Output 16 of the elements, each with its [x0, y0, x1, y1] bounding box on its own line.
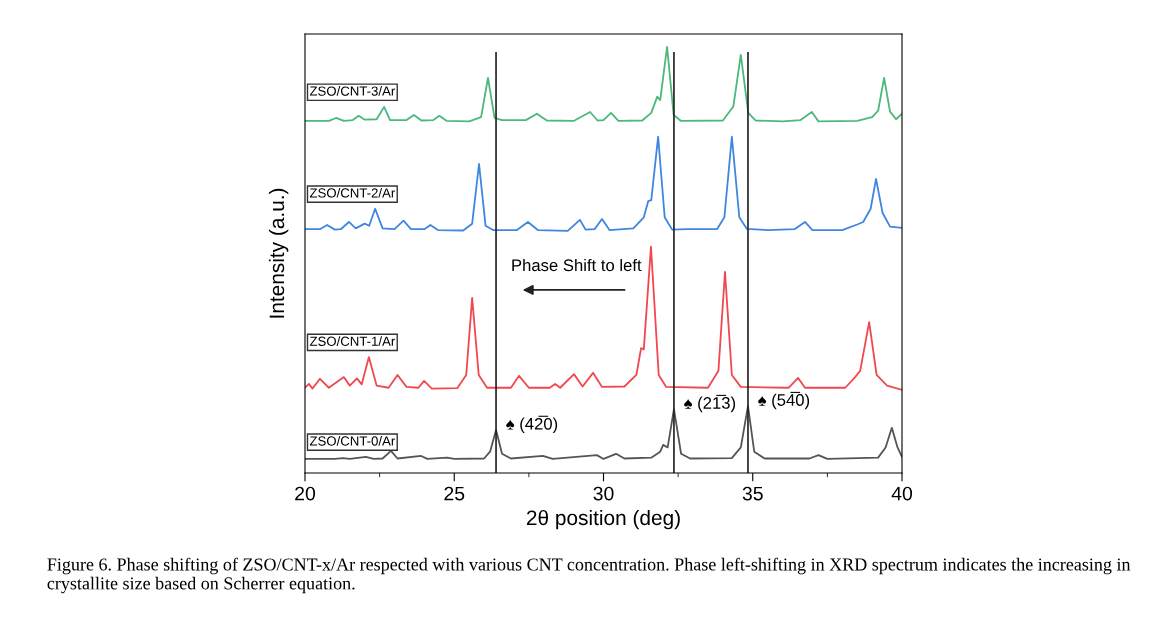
x-tick-label: 20	[295, 486, 316, 501]
y-axis-title: Intensity (a.u.)	[268, 188, 289, 318]
x-tick-label: 40	[891, 486, 913, 501]
series-label: ZSO/CNT-0/Ar	[309, 435, 396, 446]
x-tick-label: 30	[593, 486, 614, 501]
annotation: ♠ (54̅0)	[758, 391, 810, 410]
series-label: ZSO/CNT-1/Ar	[309, 336, 396, 346]
series-label: ZSO/CNT-3/Ar	[309, 86, 396, 96]
annotation: Phase Shift to left	[512, 258, 642, 272]
annotation: ♠ (21̅3)	[684, 394, 736, 413]
series-label: ZSO/CNT-2/Ar	[309, 187, 396, 198]
x-axis-title: 2θ position (deg)	[526, 509, 680, 530]
caption: Figure 6. Phase shifting of ZSO/CNT-x/Ar respected with various CNT concentration. Phase left-shifting in XRD spectrum indicates the increasing in crystallite size based on Scherrer equation.	[47, 557, 1131, 594]
annotation: ♠ (42̅0)	[506, 415, 558, 434]
x-tick-label: 35	[742, 486, 763, 501]
x-tick-label: 25	[444, 486, 465, 501]
